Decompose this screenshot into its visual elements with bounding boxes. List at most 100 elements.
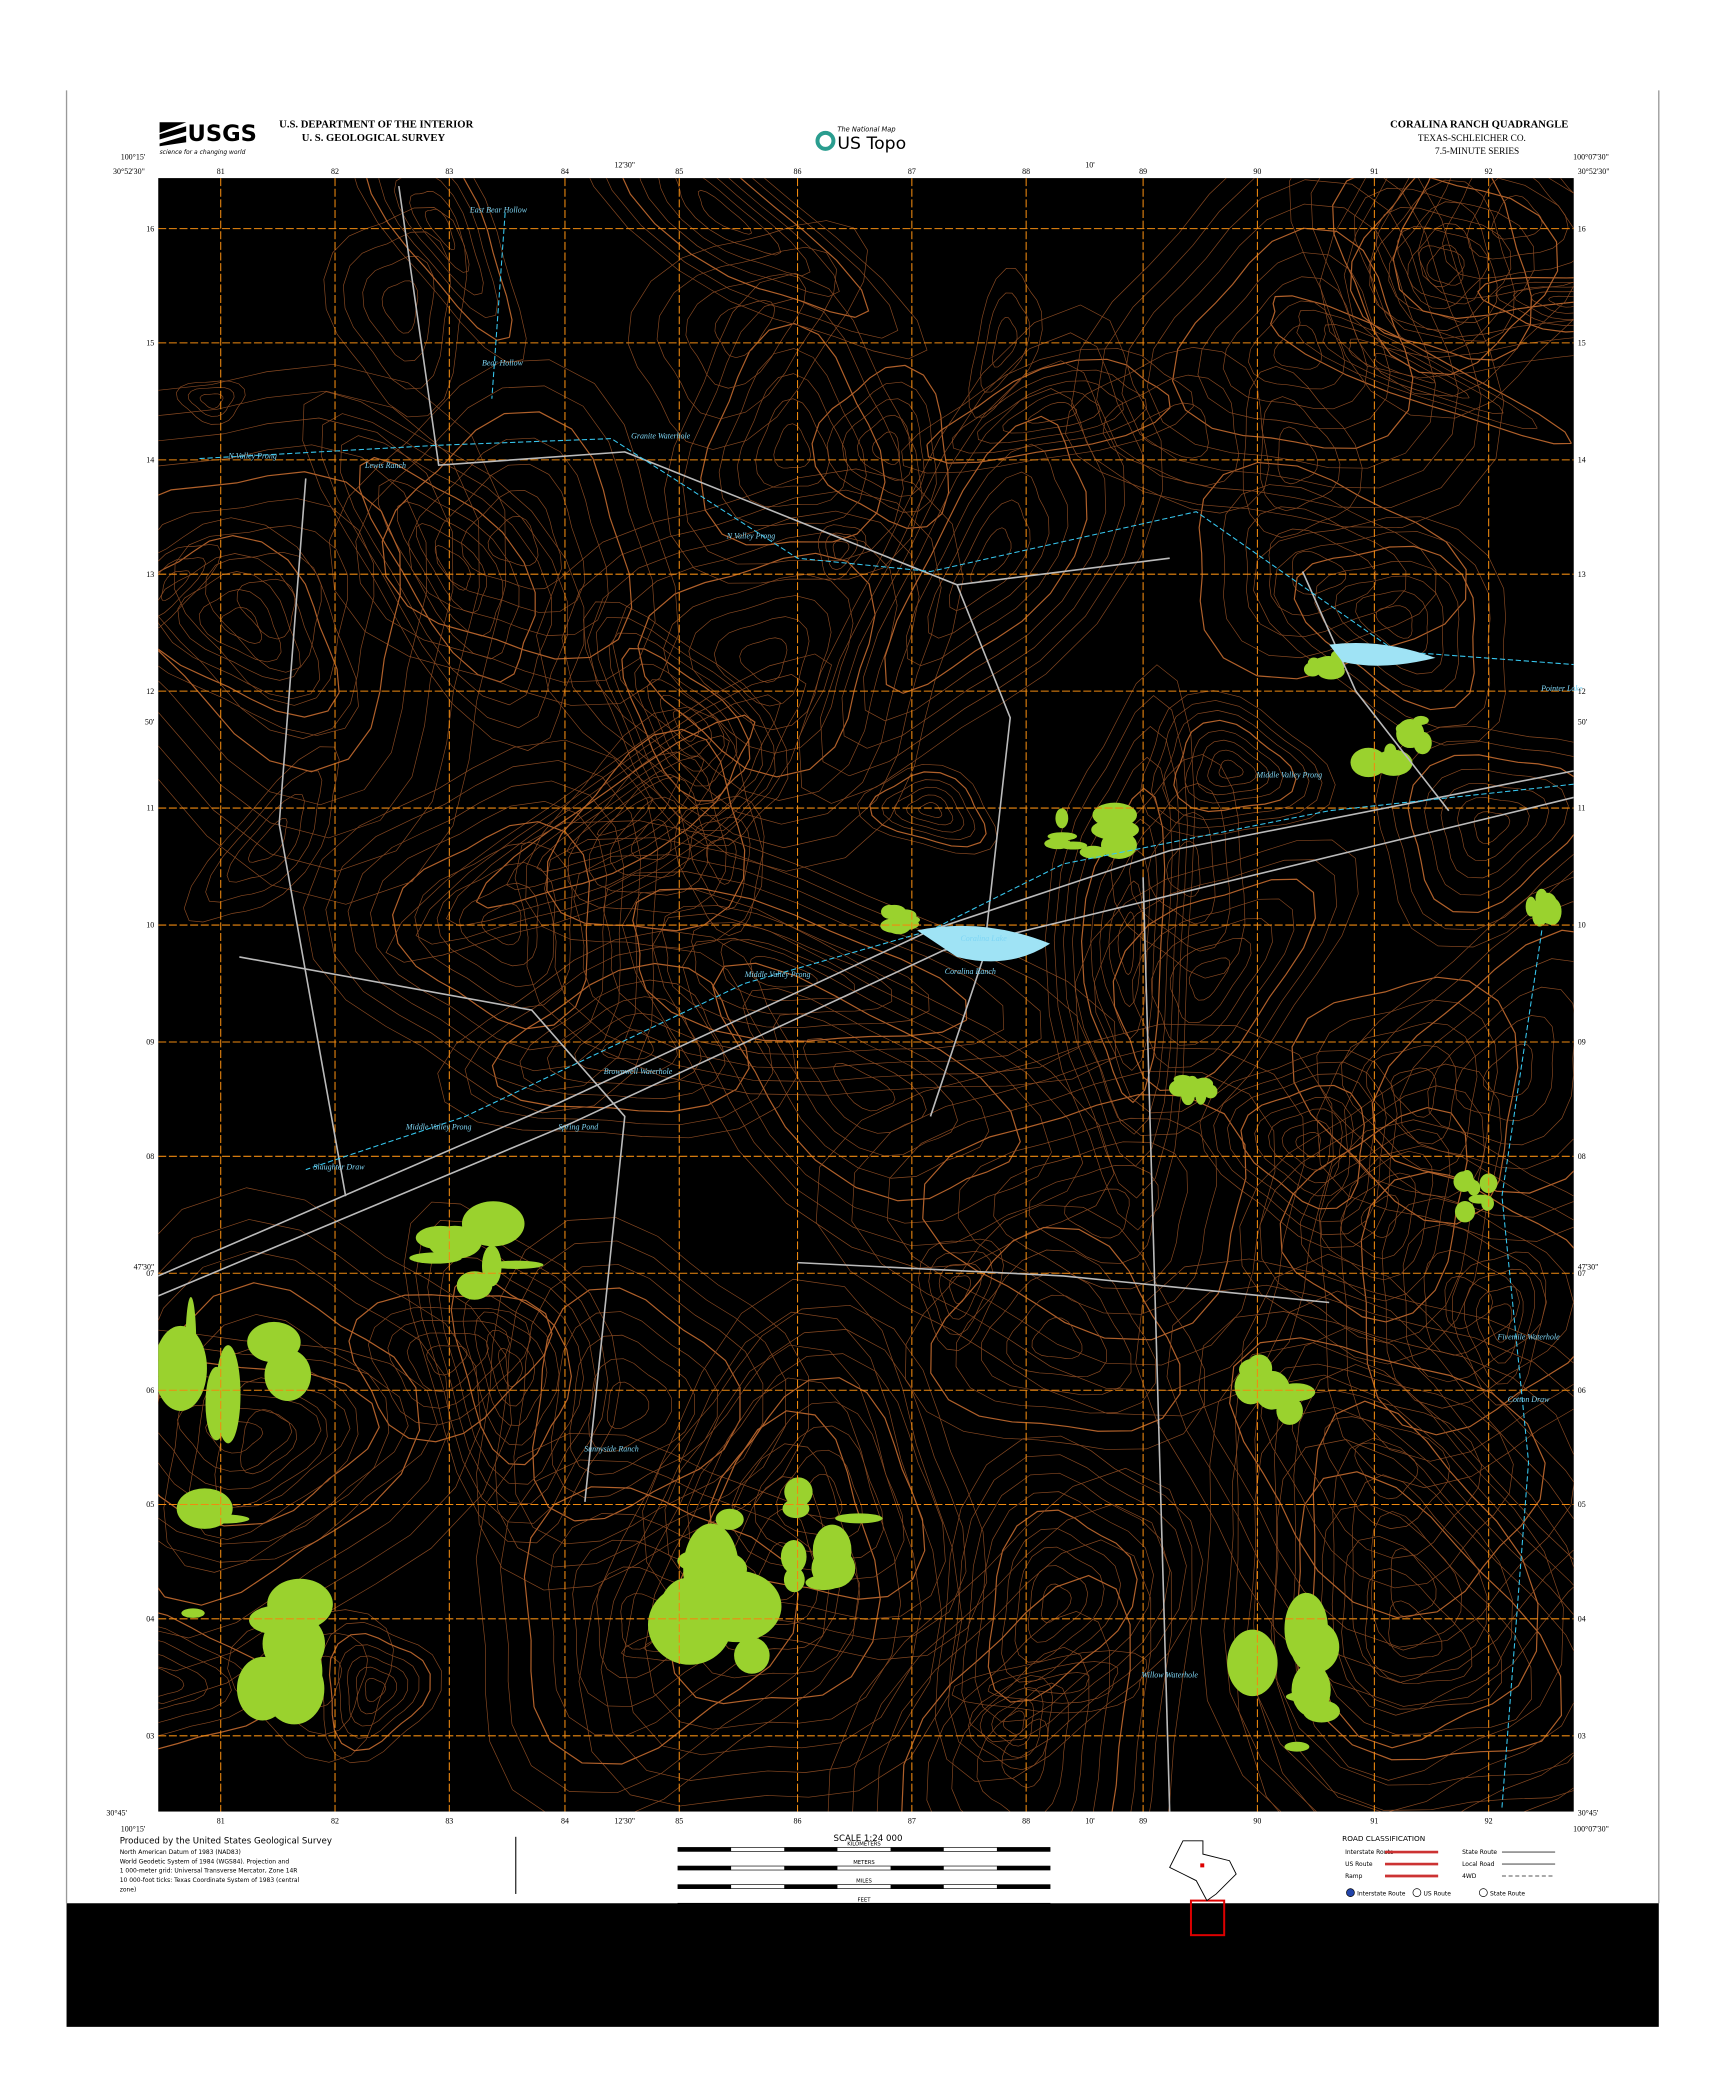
place-name: Slaughter Draw (313, 1163, 365, 1172)
contour (158, 557, 206, 618)
contour (851, 1503, 1172, 1812)
contour (461, 490, 562, 590)
contour (409, 191, 470, 273)
contour (158, 1637, 232, 1725)
lake (1329, 642, 1436, 666)
northing-label: 15 (1578, 339, 1586, 348)
vegetation (1413, 715, 1429, 725)
contour (491, 962, 750, 1113)
northing-label: 16 (1578, 224, 1586, 233)
route-shield (1479, 1888, 1488, 1897)
contour (177, 1404, 293, 1472)
contour (173, 525, 348, 706)
road-class: 4WD (1462, 1873, 1477, 1880)
northing-label: 11 (1578, 804, 1586, 813)
contour (1365, 1044, 1457, 1145)
scale-bar (677, 1865, 1051, 1871)
road (1301, 571, 1450, 812)
contour (1548, 295, 1574, 308)
contour (712, 962, 1021, 1202)
vegetation (1350, 747, 1387, 778)
contour (1065, 347, 1270, 514)
corner-coordinate: 30°45' (106, 1809, 127, 1818)
easting-label: 88 (1022, 1817, 1030, 1826)
scale-bar-fill (890, 1866, 944, 1871)
contour (247, 818, 288, 863)
contour (445, 694, 781, 927)
scale-unit: FEET (858, 1897, 872, 1903)
contour (606, 1381, 650, 1430)
contour (338, 1644, 420, 1739)
vegetation (1079, 845, 1107, 859)
contour (1222, 276, 1368, 410)
northing-label: 10 (1578, 921, 1586, 930)
place-name: N Valley Prong (227, 452, 276, 461)
contour (826, 381, 937, 513)
vegetation (1481, 1195, 1494, 1211)
contour (987, 1509, 1138, 1703)
contour (1248, 300, 1345, 390)
contour (634, 663, 738, 787)
contour (926, 1611, 1110, 1812)
contour (1477, 276, 1574, 333)
contour (161, 570, 191, 601)
contour (158, 471, 401, 773)
contour (974, 1491, 1154, 1723)
contour (426, 1345, 468, 1376)
contour (1351, 1474, 1488, 1684)
contour (158, 1282, 421, 1606)
contour (1482, 1043, 1533, 1097)
road (797, 1261, 1330, 1304)
place-name: N Valley Prong (726, 531, 775, 540)
northing-label: 08 (146, 1152, 154, 1161)
contour (1455, 1015, 1555, 1122)
contour (661, 905, 930, 1028)
contour (1129, 783, 1231, 952)
contour (869, 771, 987, 848)
scale-bar-fill (996, 1903, 1051, 1908)
contour (928, 1251, 993, 1336)
contour (1512, 286, 1574, 320)
vegetation (488, 1260, 544, 1269)
contour (951, 1650, 1147, 1714)
contour (348, 1294, 553, 1443)
contour (949, 1275, 972, 1304)
contour (499, 1459, 830, 1794)
contour (424, 208, 456, 251)
contour (938, 1263, 982, 1320)
vegetation (1284, 1592, 1328, 1665)
contour (1223, 1374, 1574, 1812)
contour (773, 423, 811, 469)
longitude-label: 10' (1085, 1817, 1095, 1826)
contour (406, 1332, 489, 1393)
contour (588, 774, 709, 896)
easting-label: 84 (561, 1817, 569, 1826)
vegetation (782, 1499, 810, 1519)
contour (561, 489, 942, 849)
contour (391, 821, 590, 1030)
contour (1277, 426, 1318, 485)
longitude-label: 12'30" (614, 160, 635, 169)
contour (358, 456, 536, 683)
contour (303, 739, 659, 1114)
contour (876, 1539, 1152, 1812)
contour (663, 272, 923, 584)
usgs-logo: USGS science for a changing world (159, 121, 257, 156)
quad-location (1200, 1863, 1205, 1868)
scale-bar-fill (890, 1884, 944, 1889)
contour (403, 1201, 621, 1544)
contour (227, 1609, 394, 1763)
contour (1392, 178, 1574, 320)
contour (1150, 918, 1273, 1046)
northing-label: 04 (146, 1614, 154, 1623)
easting-label: 91 (1370, 1817, 1378, 1826)
shield-label: State Route (1490, 1890, 1525, 1897)
contour (158, 390, 480, 872)
contour (961, 1472, 1171, 1743)
contour (1310, 178, 1574, 397)
contour (918, 802, 943, 818)
stream (1501, 930, 1543, 1808)
easting-label: 85 (675, 1817, 683, 1826)
contour (340, 435, 552, 706)
